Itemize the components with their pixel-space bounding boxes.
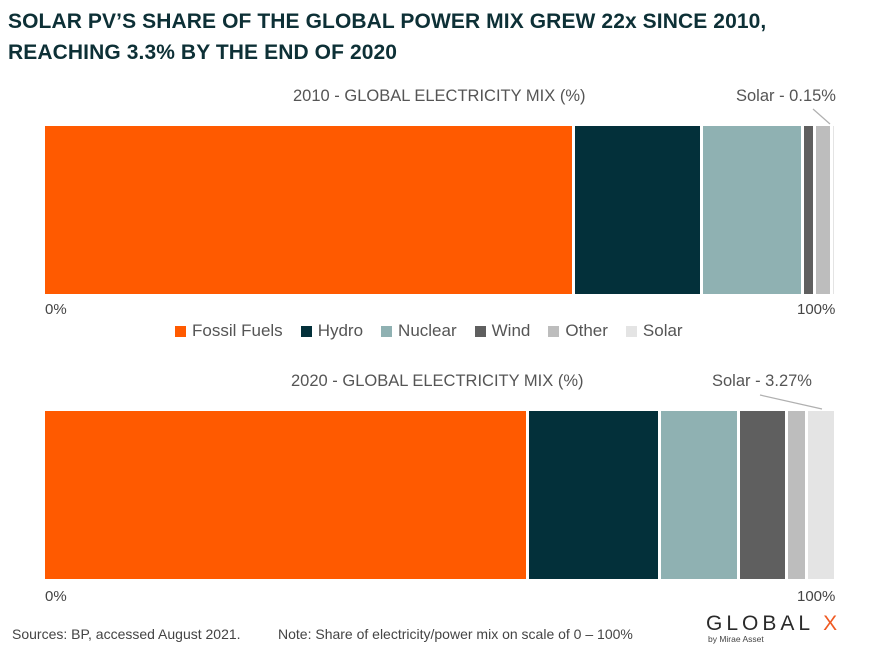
bar-segment-other (816, 126, 830, 294)
legend-swatch (300, 325, 312, 337)
solar-callout-2010: Solar - 0.15% (736, 87, 836, 105)
legend-swatch (474, 325, 486, 337)
bar-segment-nuclear (660, 411, 738, 579)
legend-swatch (381, 325, 393, 337)
bar-segment-wind (803, 126, 814, 294)
footer-sources: Sources: BP, accessed August 2021. (12, 626, 241, 642)
global-x-logo: GLOBAL X by Mirae Asset (706, 612, 846, 652)
legend-item-fossil-fuels: Fossil Fuels (175, 321, 283, 341)
bar-segment-hydro (528, 411, 658, 579)
chart-title-2010: 2010 - GLOBAL ELECTRICITY MIX (%) (293, 87, 586, 105)
axis-min-label-2020: 0% (45, 588, 67, 605)
axis-max-label-2010: 100% (797, 301, 836, 318)
legend-label: Hydro (317, 321, 364, 340)
bar-segment-hydro (574, 126, 700, 294)
legend-label: Wind (491, 321, 531, 340)
axis-min-label-2010: 0% (45, 301, 67, 318)
legend-item-nuclear: Nuclear (381, 321, 457, 341)
logo-text: GLOBAL (706, 612, 824, 635)
logo-x-mark: X (823, 612, 842, 635)
axis-max-label-2020: 100% (797, 588, 836, 605)
legend-swatch (548, 325, 560, 337)
legend-label: Solar (642, 321, 683, 340)
bar-segment-solar (832, 126, 834, 294)
bar-segment-fossil-fuels (45, 411, 526, 579)
bar-segment-other (787, 411, 806, 579)
legend-label: Other (565, 321, 608, 340)
bar-segment-nuclear (702, 126, 801, 294)
legend-item-wind: Wind (474, 321, 531, 341)
footer-note: Note: Share of electricity/power mix on … (278, 626, 633, 642)
solar-leader-line-2020 (759, 394, 823, 410)
legend-swatch (625, 325, 637, 337)
bar-segment-solar (808, 411, 834, 579)
logo-subtitle: by Mirae Asset (708, 634, 764, 644)
chart-title-2020: 2020 - GLOBAL ELECTRICITY MIX (%) (291, 372, 584, 390)
legend-item-hydro: Hydro (300, 321, 364, 341)
headline: SOLAR PV’S SHARE OF THE GLOBAL POWER MIX… (8, 10, 767, 64)
bar-segment-fossil-fuels (45, 126, 572, 294)
legend-item-other: Other (548, 321, 608, 341)
bar-segment-wind (740, 411, 785, 579)
stacked-bar-2020 (45, 411, 834, 579)
legend-swatch (175, 325, 186, 337)
legend-label: Fossil Fuels (192, 321, 283, 340)
legend-label: Nuclear (398, 321, 457, 340)
legend-item-solar: Solar (625, 321, 683, 341)
solar-leader-line-2010 (812, 108, 831, 125)
stacked-bar-2010 (45, 126, 834, 294)
legend: Fossil Fuels Hydro Nuclear Wind Other Solar (175, 321, 701, 341)
solar-callout-2020: Solar - 3.27% (712, 372, 812, 390)
